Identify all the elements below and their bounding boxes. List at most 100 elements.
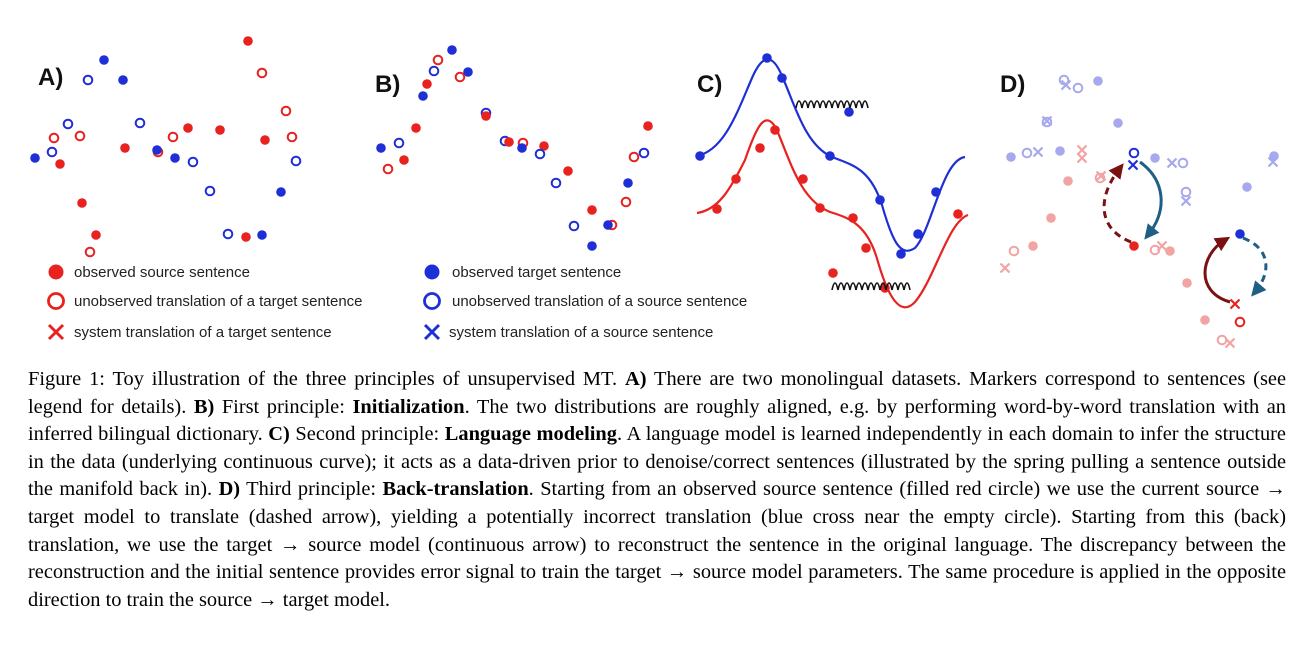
caption-c-label: C) <box>268 423 290 446</box>
panel-a-marker <box>280 105 292 117</box>
panel-d-marker <box>1128 147 1140 159</box>
panel-b-marker <box>418 91 428 101</box>
caption-d-term: Back-translation <box>382 478 529 501</box>
legend-unobserved-target-translation-marker <box>47 292 65 310</box>
caption-b-pre: First principle: <box>221 395 345 418</box>
figure-illustration: A) B) C) D) observed source sentence uno… <box>30 36 1279 349</box>
panel-c-marker <box>931 187 941 197</box>
panel-a-marker <box>74 130 86 142</box>
panel-a-marker <box>243 36 253 46</box>
panel-b-marker <box>587 205 597 215</box>
panel-label-a: A) <box>38 64 63 91</box>
caption-a-label: A) <box>624 368 647 390</box>
panel-b-marker <box>481 111 491 121</box>
panel-b-marker <box>534 148 546 160</box>
panel-c-marker <box>825 151 835 161</box>
caption-d-label: D) <box>218 478 241 501</box>
panel-a-marker <box>77 198 87 208</box>
panel-a-marker <box>222 228 234 240</box>
panel-d-marker <box>1076 152 1088 164</box>
panel-b-marker <box>422 79 432 89</box>
panel-d-marker <box>999 262 1011 274</box>
panel-b-marker <box>454 71 466 83</box>
legend-system-target-translation: system translation of a target sentence <box>74 324 332 341</box>
legend-observed-source-marker <box>48 264 64 280</box>
panel-d-marker <box>1216 334 1228 346</box>
panel-d-marker <box>1046 213 1056 223</box>
panel-c-marker <box>798 174 808 184</box>
panel-a-marker <box>215 125 225 135</box>
panel-c-marker <box>896 249 906 259</box>
panel-label-c: C) <box>697 71 722 98</box>
panel-b-scatter <box>376 45 653 251</box>
panel-d-marker <box>1008 245 1020 257</box>
panel-b-marker <box>623 178 633 188</box>
legend-observed-target-marker <box>424 264 440 280</box>
panel-c-marker <box>731 174 741 184</box>
panel-a-marker <box>118 75 128 85</box>
dashed-arrow-source-to-target-2 <box>1242 236 1268 297</box>
panel-c-marker <box>755 143 765 153</box>
solid-arrow-target-to-source-2 <box>1203 236 1231 304</box>
panel-c-marker <box>828 268 838 278</box>
panel-d-marker <box>1041 115 1053 127</box>
panel-d-marker <box>1032 146 1044 158</box>
panel-a-marker <box>62 118 74 130</box>
panel-b-marker <box>432 54 444 66</box>
panel-a-marker <box>183 123 193 133</box>
panel-d-marker <box>1242 182 1252 192</box>
panel-b-marker <box>463 67 473 77</box>
panel-a-marker <box>260 135 270 145</box>
panel-a-marker <box>170 153 180 163</box>
panel-a-marker <box>187 156 199 168</box>
panel-c-marker <box>844 107 854 117</box>
caption-c-term: Language modeling <box>444 423 617 446</box>
panel-a-marker <box>286 131 298 143</box>
caption-d-text: . Starting from an observed source sente… <box>28 478 1286 611</box>
panel-d-marker <box>1006 152 1016 162</box>
panel-c-marker <box>848 213 858 223</box>
panel-c-language-model <box>695 53 969 309</box>
panel-d-marker <box>1072 82 1084 94</box>
panel-b-marker <box>628 151 640 163</box>
legend-system-source-translation: system translation of a source sentence <box>449 324 713 341</box>
panel-b-marker <box>382 163 394 175</box>
panel-d-marker <box>1177 157 1189 169</box>
legend-unobserved-source-translation-marker <box>423 292 441 310</box>
panel-a-marker <box>120 143 130 153</box>
panel-d-marker <box>1150 153 1160 163</box>
panel-b-marker <box>620 196 632 208</box>
figure-caption: Figure 1: Toy illustration of the three … <box>28 366 1286 614</box>
panel-label-b: B) <box>375 71 400 98</box>
caption-intro: Toy illustration of the three principles… <box>112 368 618 390</box>
panel-d-marker <box>1041 116 1053 128</box>
panel-b-marker <box>539 141 549 151</box>
panel-d-marker <box>1055 146 1065 156</box>
legend-unobserved-target-translation: unobserved translation of a target sente… <box>74 293 363 310</box>
panel-b-marker <box>411 123 421 133</box>
panel-label-d: D) <box>1000 71 1025 98</box>
panel-a-marker <box>91 230 101 240</box>
panel-c-marker <box>777 73 787 83</box>
panel-c-marker <box>875 195 885 205</box>
caption-a-text: There are two monolingual datasets. Mark… <box>28 368 1286 418</box>
caption-b-text: . The two distributions are roughly alig… <box>28 395 1286 446</box>
panel-d-marker <box>1129 241 1139 251</box>
panel-b-marker <box>550 177 562 189</box>
panel-a-marker <box>82 74 94 86</box>
panel-c-marker <box>695 151 705 161</box>
panel-a-marker <box>241 232 251 242</box>
panel-b-marker <box>643 121 653 131</box>
source-language-curve <box>696 119 969 309</box>
panel-d-marker <box>1224 337 1236 349</box>
caption-figure-label: Figure 1: <box>28 368 105 390</box>
panel-d-marker <box>1234 316 1246 328</box>
panel-d-marker <box>1229 298 1241 310</box>
panel-d-marker <box>1060 79 1072 91</box>
panel-b-marker <box>399 155 409 165</box>
legend-observed-source: observed source sentence <box>74 264 250 281</box>
panel-b-marker <box>563 166 573 176</box>
panel-a-marker <box>55 159 65 169</box>
panel-b-marker <box>568 220 580 232</box>
panel-a-marker <box>48 132 60 144</box>
